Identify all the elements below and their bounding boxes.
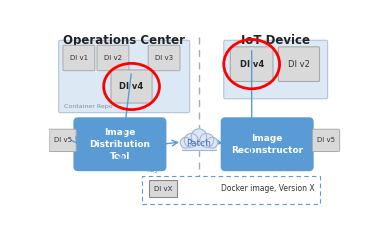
Text: Container Repo: Container Repo — [64, 104, 113, 109]
FancyBboxPatch shape — [279, 47, 319, 82]
Circle shape — [207, 137, 217, 148]
Text: DI v4: DI v4 — [119, 82, 144, 91]
FancyBboxPatch shape — [111, 70, 152, 103]
FancyBboxPatch shape — [312, 129, 340, 151]
Text: DI v2: DI v2 — [104, 55, 122, 61]
Text: DI v5: DI v5 — [54, 137, 72, 143]
Circle shape — [184, 134, 198, 147]
Text: Patch: Patch — [187, 139, 211, 148]
Text: DI vX: DI vX — [154, 186, 172, 192]
Text: Image
Reconstructor: Image Reconstructor — [231, 134, 303, 155]
Text: Key: Key — [146, 168, 159, 174]
FancyBboxPatch shape — [148, 45, 180, 71]
FancyBboxPatch shape — [224, 40, 328, 99]
FancyBboxPatch shape — [149, 180, 177, 197]
Text: Operations Center: Operations Center — [63, 34, 185, 47]
FancyBboxPatch shape — [74, 117, 166, 171]
FancyBboxPatch shape — [142, 176, 320, 203]
Text: DI v1: DI v1 — [70, 55, 88, 61]
FancyBboxPatch shape — [221, 117, 314, 171]
Bar — [182, 139, 216, 150]
Text: IoT Device: IoT Device — [241, 34, 310, 47]
FancyBboxPatch shape — [59, 40, 190, 113]
Text: DI v2: DI v2 — [288, 60, 310, 69]
Text: Docker image, Version X: Docker image, Version X — [221, 184, 314, 193]
Text: Image
Distribution
Tool: Image Distribution Tool — [89, 128, 151, 161]
FancyBboxPatch shape — [230, 47, 273, 82]
Circle shape — [180, 137, 191, 148]
Text: DI v4: DI v4 — [240, 60, 264, 69]
FancyBboxPatch shape — [49, 129, 76, 151]
FancyBboxPatch shape — [63, 45, 95, 71]
Text: DI v5: DI v5 — [317, 137, 335, 143]
FancyBboxPatch shape — [97, 45, 129, 71]
Text: DI v3: DI v3 — [155, 55, 173, 61]
Circle shape — [191, 129, 207, 144]
Circle shape — [200, 134, 214, 147]
